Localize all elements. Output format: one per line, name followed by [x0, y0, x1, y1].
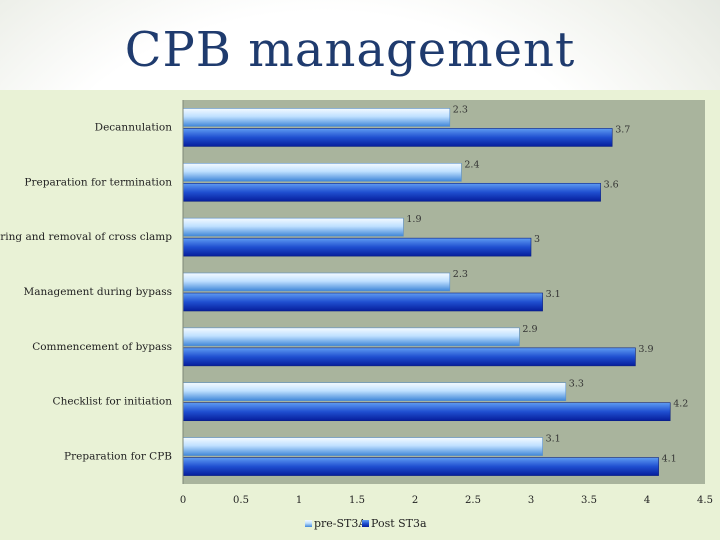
category-label-decannulation: Decannulation [95, 121, 173, 133]
bar-pre-st3a-de-airing-and-removal-of-cross-clamp [182, 217, 404, 237]
bar-post-st3a-de-airing-and-removal-of-cross-clamp [182, 237, 532, 257]
x-tick-label-8: 4 [644, 495, 650, 506]
category-label-preparation-for-termination: Preparation for termination [24, 176, 172, 188]
data-label-pre-st3a-preparation-for-cpb: 3.1 [546, 434, 561, 445]
legend-label-pre: pre-ST3A [314, 517, 367, 530]
category-label-preparation-for-cpb: Preparation for CPB [64, 451, 172, 463]
bar-pre-st3a-decannulation [182, 108, 451, 127]
bar-post-st3a-preparation-for-cpb [182, 457, 659, 476]
x-tick-label-2: 1 [296, 495, 302, 506]
x-tick-label-6: 3 [528, 495, 534, 506]
data-label-post-st3a-de-airing-and-removal-of-cross-clamp: 3 [534, 234, 540, 245]
legend-label-post: Post ST3a [371, 517, 427, 530]
data-label-post-st3a-checklist-for-initiation: 4.2 [673, 399, 688, 410]
bar-post-st3a-commencement-of-bypass [182, 347, 636, 367]
data-label-post-st3a-preparation-for-termination: 3.6 [604, 179, 619, 190]
category-label-de-airing-and-removal-of-cross-clamp: De-airing and removal of cross clamp [0, 231, 172, 243]
data-label-post-st3a-commencement-of-bypass: 3.9 [638, 344, 653, 355]
bar-pre-st3a-commencement-of-bypass [182, 327, 520, 347]
bar-chart: 2.3 3.7 2.4 3.6 1.9 3 2.3 3.1 2.9 3.9 3.3 4.2 3.1 4.1… [0, 100, 713, 530]
category-label-commencement-of-bypass: Commencement of bypass [32, 341, 172, 353]
x-tick-label-5: 2.5 [465, 495, 481, 506]
content-panel: 2.3 3.7 2.4 3.6 1.9 3 2.3 3.1 2.9 3.9 3.3 4.2 3.1 4.1… [0, 90, 720, 540]
bar-pre-st3a-checklist-for-initiation [182, 382, 567, 402]
legend: pre-ST3A Post ST3a [305, 517, 427, 530]
bar-pre-st3a-management-during-bypass [182, 272, 451, 292]
bar-pre-st3a-preparation-for-cpb [182, 437, 543, 456]
x-tick-label-4: 2 [412, 495, 418, 506]
bar-post-st3a-management-during-bypass [182, 292, 543, 312]
x-tick-label-0: 0 [180, 495, 186, 506]
category-label-management-during-bypass: Management during bypass [23, 286, 172, 298]
bar-post-st3a-checklist-for-initiation [182, 402, 671, 422]
legend-swatch-post [362, 520, 369, 527]
plot-area [183, 100, 705, 484]
data-label-pre-st3a-commencement-of-bypass: 2.9 [522, 324, 537, 335]
slide-title: CPB management [124, 22, 576, 78]
data-label-post-st3a-preparation-for-cpb: 4.1 [662, 454, 677, 465]
data-label-post-st3a-management-during-bypass: 3.1 [546, 289, 561, 300]
data-label-pre-st3a-management-during-bypass: 2.3 [453, 269, 468, 280]
data-label-pre-st3a-checklist-for-initiation: 3.3 [569, 379, 584, 390]
x-tick-label-1: 0.5 [233, 495, 249, 506]
x-tick-label-3: 1.5 [349, 495, 365, 506]
bar-pre-st3a-preparation-for-termination [182, 162, 462, 182]
bar-post-st3a-preparation-for-termination [182, 182, 601, 202]
x-tick-label-7: 3.5 [581, 495, 597, 506]
data-label-pre-st3a-preparation-for-termination: 2.4 [464, 159, 479, 170]
x-tick-label-9: 4.5 [697, 495, 713, 506]
data-label-pre-st3a-decannulation: 2.3 [453, 104, 468, 115]
legend-swatch-pre [305, 520, 312, 527]
data-label-post-st3a-decannulation: 3.7 [615, 124, 630, 135]
category-label-checklist-for-initiation: Checklist for initiation [53, 396, 173, 408]
bar-post-st3a-decannulation [182, 128, 613, 147]
data-label-pre-st3a-de-airing-and-removal-of-cross-clamp: 1.9 [406, 214, 421, 225]
